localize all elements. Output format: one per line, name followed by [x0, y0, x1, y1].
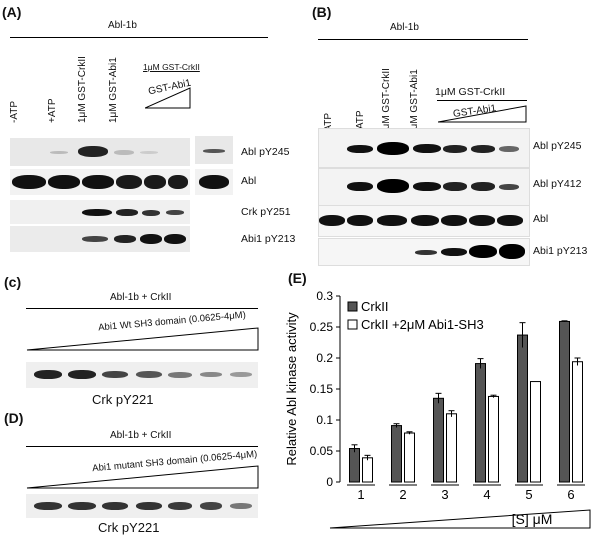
x-tick-label: 2: [399, 487, 406, 502]
panel-b-row-1: Abl pY245: [533, 140, 582, 152]
panel-a-row-1: Abl pY245: [241, 146, 290, 158]
panel-b-lane-3: 1μM GST-CrkII: [381, 68, 392, 135]
panel-a-blot-pY245: [10, 138, 190, 166]
x-axis-label: [S] μM: [512, 511, 553, 527]
panel-c-blot: [26, 362, 258, 388]
panel-d-blot: [26, 494, 258, 518]
x-tick-label: 6: [567, 487, 574, 502]
panel-a-label: (A): [2, 4, 22, 20]
panel-a-row-4: Abi1 pY213: [241, 233, 296, 245]
panel-b-blot-abi1: [318, 238, 530, 266]
panel-d-header-line: [26, 446, 258, 447]
legend-swatch: [347, 301, 358, 312]
panel-c-header-line: [26, 308, 258, 309]
bar-crkii-1: [349, 448, 360, 483]
panel-a-wedge: [145, 87, 191, 109]
panel-a-lane-3: 1μM GST-CrkII: [77, 56, 88, 123]
bar-crkii-abi1-1: [362, 457, 373, 483]
legend-swatch: [347, 319, 358, 330]
panel-c-wedge: [26, 327, 259, 351]
y-axis-label: Relative Abl kinase activity: [284, 312, 299, 466]
x-tick-label: 5: [525, 487, 532, 502]
legend-label: CrkII +2μM Abi1-SH3: [361, 317, 484, 332]
panel-b-row-4: Abi1 pY213: [533, 245, 588, 257]
bar-crkii-2: [391, 425, 402, 483]
y-tick-label: 0.25: [310, 320, 334, 334]
panel-b-row-2: Abl pY412: [533, 178, 582, 190]
panel-a-lane-2: +ATP: [47, 98, 58, 123]
panel-b-group-line: [437, 100, 527, 101]
panel-a-blot-abi1: [10, 226, 190, 252]
panel-b-label: (B): [312, 4, 332, 20]
y-tick-label: 0: [326, 475, 333, 489]
y-tick-label: 0.2: [316, 351, 333, 365]
panel-b-lane-4: 1μM GST-Abi1: [409, 69, 420, 135]
panel-a-lane-1: -ATP: [9, 100, 20, 123]
panel-a-inset-blot-abl: [195, 169, 233, 195]
bar-crkii-abi1-6: [572, 361, 583, 483]
legend-label: CrkII: [361, 299, 388, 314]
panel-d-wedge: [26, 465, 259, 489]
bar-crkii-5: [517, 334, 528, 483]
panel-a-row-3: Crk pY251: [241, 206, 291, 218]
y-tick-label: 0.05: [310, 444, 334, 458]
panel-a-blot-crk: [10, 200, 190, 224]
bar-crkii-abi1-4: [488, 395, 499, 483]
panel-b-blot-abl: [318, 205, 530, 237]
bar-crkii-abi1-2: [404, 432, 415, 483]
panel-a-title: Abl-1b: [108, 20, 137, 31]
panel-a-lane-4: 1μM GST-Abi1: [108, 57, 119, 123]
y-tick-label: 0.1: [316, 413, 333, 427]
bar-crkii-6: [559, 320, 570, 483]
panel-c-caption: Crk pY221: [92, 392, 154, 407]
panel-e-label: (E): [288, 270, 307, 286]
panel-d-caption: Crk pY221: [98, 520, 160, 535]
panel-c-header: Abl-1b + CrkII: [110, 292, 172, 303]
panel-c-label: (c): [4, 274, 22, 290]
panel-a-row-2: Abl: [241, 175, 257, 187]
bar-crkii-abi1-3: [446, 413, 457, 483]
panel-d-header: Abl-1b + CrkII: [110, 430, 172, 441]
panel-a-inset-blot-pY245: [195, 136, 233, 164]
x-tick-label: 4: [483, 487, 490, 502]
y-tick-label: 0.15: [310, 382, 334, 396]
kinase-activity-chart: 0 0.05 0.1 0.15 0.2 0.25 0.3 Relative Abl kinas…: [284, 289, 591, 529]
panel-a-blot-abl: [10, 169, 190, 195]
panel-b-wedge: [438, 105, 527, 123]
concentration-wedge: [329, 509, 591, 529]
x-tick-label: 3: [441, 487, 448, 502]
panel-d-label: (D): [4, 410, 24, 426]
panel-b-title-line: [318, 39, 528, 40]
panel-b-row-3: Abl: [533, 213, 549, 225]
panel-b-title: Abl-1b: [390, 22, 419, 33]
panel-b-blot-pY245: [318, 128, 530, 168]
bar-crkii-3: [433, 397, 444, 483]
panel-a-title-line: [10, 37, 268, 38]
panel-b-blot-pY412: [318, 168, 530, 206]
x-tick-label: 1: [357, 487, 364, 502]
bar-crkii-4: [475, 363, 486, 483]
panel-b-group-label: 1μM GST-CrkII: [435, 86, 506, 98]
panel-a-inset-label: 1μM GST-CrkII: [143, 62, 200, 72]
y-tick-label: 0.3: [316, 289, 333, 303]
bar-crkii-abi1-5: [530, 381, 541, 483]
